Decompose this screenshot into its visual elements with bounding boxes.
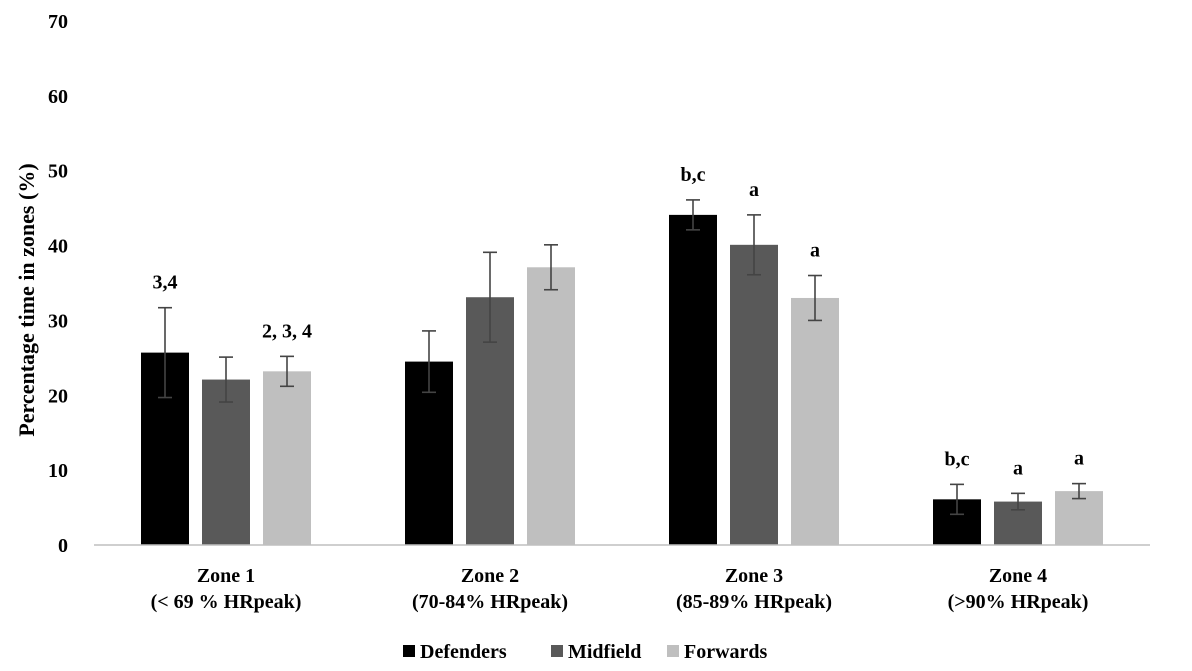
category-label-line1: Zone 2 (461, 565, 519, 587)
bar-forwards-zone-1 (263, 371, 311, 545)
category-label-line1: Zone 4 (989, 565, 1047, 587)
category-label-line1: Zone 3 (725, 565, 783, 587)
legend-label-midfield: Midfield (568, 641, 641, 663)
bars (141, 214, 1103, 545)
legend: Defenders Midfield Forwards (403, 641, 768, 663)
bar-midfield-zone-3 (730, 244, 778, 545)
bar-defenders-zone-3 (669, 214, 717, 545)
legend-swatch-forwards (667, 645, 679, 657)
error-bars (158, 199, 1086, 516)
y-axis-label: Percentage time in zones (%) (14, 163, 39, 436)
significance-annotations: 3,4 2, 3, 4 b,c a a b,c a a (153, 164, 1085, 479)
y-tick-label: 10 (48, 460, 68, 482)
category-label-line2: (< 69 % HRpeak) (151, 591, 302, 613)
significance-label: b,c (681, 164, 706, 186)
y-tick-label: 50 (48, 161, 68, 183)
category-label-line2: (85-89% HRpeak) (676, 591, 832, 613)
y-tick-labels: 0 10 20 30 40 50 60 70 (48, 11, 68, 557)
y-axis: Percentage time in zones (%) (14, 163, 39, 436)
y-tick-label: 70 (48, 11, 68, 33)
category-labels: Zone 1 (< 69 % HRpeak) Zone 2 (70-84% HRpea… (151, 565, 1089, 613)
legend-swatch-defenders (403, 645, 415, 657)
legend-label-defenders: Defenders (420, 641, 507, 663)
y-tick-label: 40 (48, 236, 68, 258)
bar-forwards-zone-4 (1055, 491, 1103, 545)
category-label-line1: Zone 1 (197, 565, 255, 587)
category-label-line2: (70-84% HRpeak) (412, 591, 568, 613)
significance-label: a (810, 240, 820, 262)
bar-midfield-zone-1 (202, 379, 250, 545)
legend-label-forwards: Forwards (684, 641, 768, 663)
significance-label: b,c (945, 448, 970, 470)
significance-label: a (749, 179, 759, 201)
category-label-line2: (>90% HRpeak) (948, 591, 1089, 613)
bar-forwards-zone-2 (527, 267, 575, 545)
y-tick-label: 60 (48, 86, 68, 108)
significance-label: a (1074, 448, 1084, 470)
y-tick-label: 20 (48, 385, 68, 407)
significance-label: 3,4 (153, 272, 178, 294)
y-tick-label: 0 (58, 535, 68, 557)
significance-label: 2, 3, 4 (262, 320, 312, 342)
bar-forwards-zone-3 (791, 297, 839, 545)
y-tick-label: 30 (48, 310, 68, 332)
legend-swatch-midfield (551, 645, 563, 657)
significance-label: a (1013, 457, 1023, 479)
